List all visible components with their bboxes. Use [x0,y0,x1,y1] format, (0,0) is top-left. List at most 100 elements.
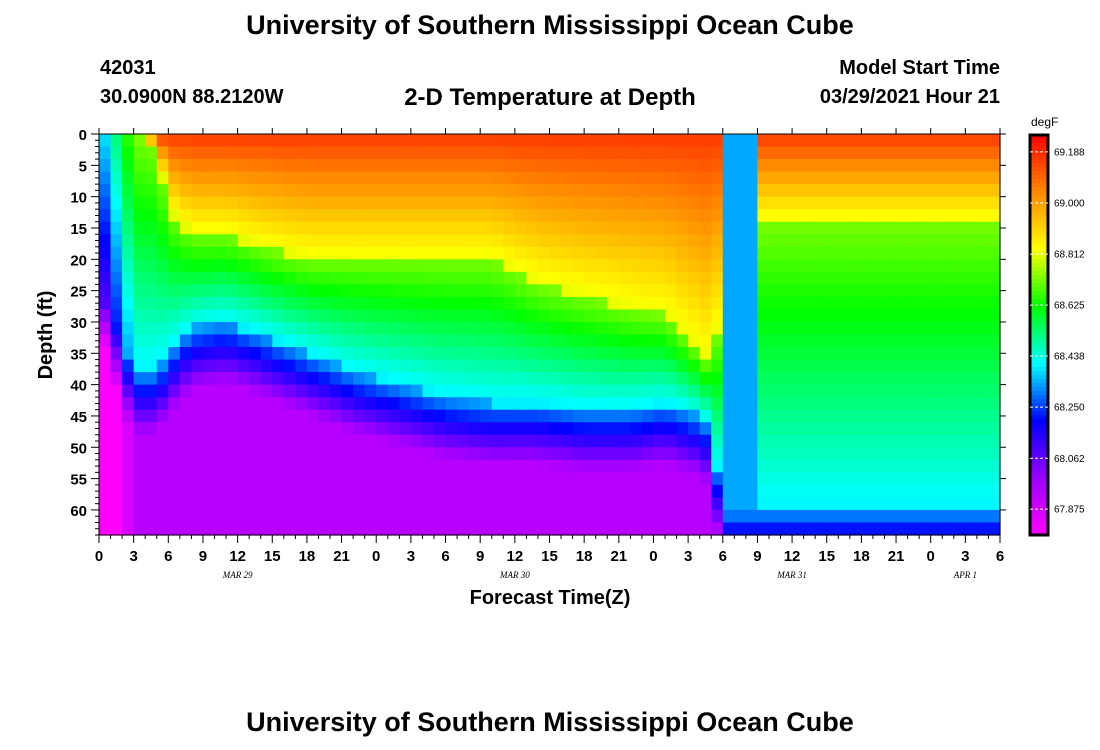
heatmap-cell [861,459,874,473]
heatmap-cell [711,221,724,235]
heatmap-cell [803,472,816,486]
heatmap-cell [896,296,909,311]
heatmap-cell [595,522,608,536]
heatmap-cell [792,509,805,524]
heatmap-cell [792,196,805,210]
heatmap-cell [549,497,562,511]
heatmap-cell [896,359,909,373]
heatmap-cell [353,484,366,499]
heatmap-cell [514,284,527,298]
heatmap-cell [780,171,793,185]
y-tick-label: 5 [79,158,87,175]
heatmap-cell [133,309,146,323]
colorbar-swatch [1030,207,1048,212]
heatmap-cell [641,209,655,223]
x-tick-label: 9 [753,548,761,565]
heatmap-cell [953,384,966,398]
heatmap-cell [260,472,273,486]
heatmap-cell [191,347,204,361]
heatmap-cell [618,522,631,536]
heatmap-cell [757,246,770,260]
x-tick-label: 21 [888,548,905,565]
heatmap-cell [780,372,793,386]
heatmap-cell [480,196,493,210]
heatmap-cell [445,472,458,486]
heatmap-cell [872,372,886,386]
heatmap-cell [665,347,678,361]
heatmap-cell [665,434,678,448]
heatmap-cell [422,196,435,210]
heatmap-cell [815,359,828,373]
heatmap-cell [722,397,735,411]
heatmap-cell [688,284,701,298]
heatmap-cell [376,259,389,273]
heatmap-cell [422,434,435,448]
heatmap-cell [133,497,146,511]
heatmap-cell [341,422,354,436]
heatmap-cell [919,509,932,524]
heatmap-cell [526,209,539,223]
heatmap-cell [341,372,354,386]
heatmap-cell [653,384,666,398]
heatmap-cell [849,196,862,210]
heatmap-cell [768,472,782,486]
heatmap-cell [353,271,366,285]
heatmap-cell [653,497,666,511]
heatmap-cell [503,347,516,361]
heatmap-cell [561,347,574,361]
heatmap-cell [306,409,320,423]
heatmap-cell [514,334,527,348]
heatmap-cell [549,359,562,373]
y-tick-label: 25 [70,284,87,301]
heatmap-cell [214,372,227,386]
heatmap-cell [595,484,608,499]
heatmap-cell [353,284,366,298]
colorbar-swatch [1030,211,1048,216]
heatmap-cell [364,447,377,461]
heatmap-cell [768,146,782,160]
heatmap-cell [399,434,412,448]
heatmap-cell [306,146,320,160]
heatmap-cell [549,259,562,273]
heatmap-cell [757,484,770,499]
heatmap-cell [630,372,643,386]
heatmap-cell [145,234,158,248]
heatmap-cell [595,447,608,461]
heatmap-cell [549,459,562,473]
heatmap-cell [641,134,655,148]
heatmap-cell [618,484,631,499]
heatmap-cell [815,447,828,461]
heatmap-cell [584,384,597,398]
heatmap-cell [318,171,331,185]
heatmap-cell [803,359,816,373]
heatmap-cell [145,221,158,235]
heatmap-cell [792,284,805,298]
heatmap-cell [884,271,897,285]
heatmap-cell [330,472,343,486]
heatmap-cell [99,522,112,536]
heatmap-cell [688,184,701,198]
heatmap-cell [676,184,689,198]
heatmap-cell [988,246,1001,260]
heatmap-cell [422,397,435,411]
heatmap-cell [572,209,585,223]
heatmap-cell [514,384,527,398]
heatmap-cell [734,384,747,398]
heatmap-cell [145,284,158,298]
heatmap-cell [976,171,990,185]
heatmap-cell [387,234,400,248]
heatmap-cell [595,209,608,223]
heatmap-cell [468,259,481,273]
heatmap-cell [792,434,805,448]
heatmap-cell [953,146,966,160]
heatmap-cell [849,184,862,198]
heatmap-cell [179,159,193,173]
heatmap-cell [711,459,724,473]
heatmap-cell [249,221,262,235]
heatmap-cell [179,309,193,323]
colorbar-swatch [1030,355,1048,360]
heatmap-cell [792,321,805,336]
heatmap-cell [376,309,389,323]
colorbar-swatch [1030,187,1048,192]
heatmap-cell [768,134,782,148]
